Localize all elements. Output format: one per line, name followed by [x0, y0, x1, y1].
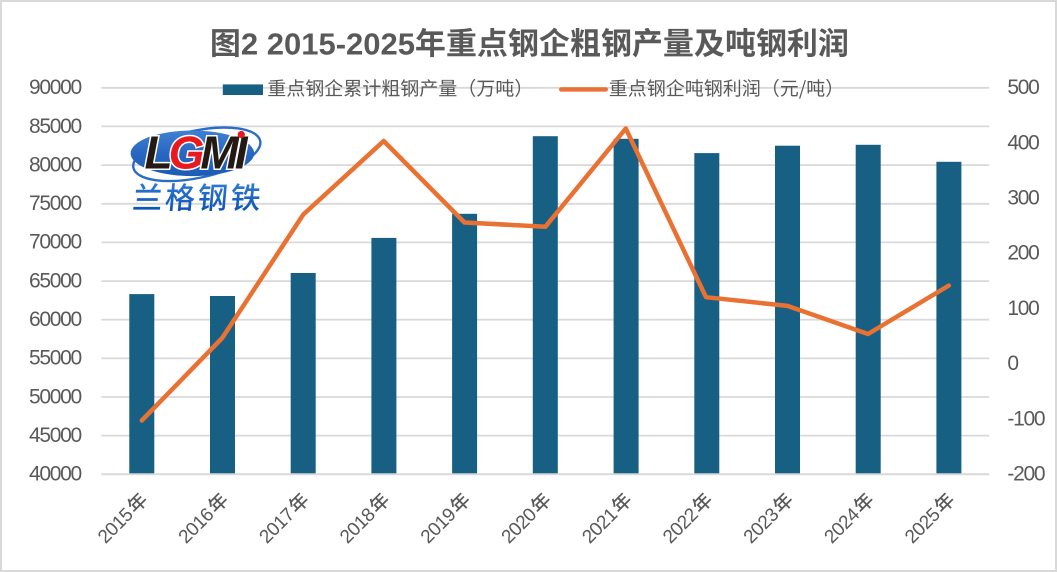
svg-text:LGMI: LGMI [145, 127, 249, 179]
svg-text:40000: 40000 [29, 463, 82, 486]
svg-text:65000: 65000 [29, 269, 82, 292]
svg-text:-200: -200 [1007, 463, 1044, 486]
svg-text:55000: 55000 [29, 347, 82, 370]
svg-text:-100: -100 [1007, 407, 1044, 430]
svg-text:100: 100 [1007, 297, 1039, 320]
svg-text:0: 0 [1007, 352, 1018, 375]
svg-text:60000: 60000 [29, 308, 82, 331]
svg-text:85000: 85000 [29, 115, 82, 138]
svg-text:2 2015-2025: 2 2015-2025 [241, 26, 415, 61]
svg-text:50000: 50000 [29, 385, 82, 408]
svg-text:75000: 75000 [29, 192, 82, 215]
svg-text:90000: 90000 [29, 76, 82, 99]
svg-text:200: 200 [1007, 242, 1039, 265]
svg-text:400: 400 [1007, 131, 1039, 154]
svg-text:80000: 80000 [29, 153, 82, 176]
svg-text:500: 500 [1007, 76, 1039, 99]
svg-text:45000: 45000 [29, 424, 82, 447]
svg-text:300: 300 [1007, 187, 1039, 210]
svg-text:70000: 70000 [29, 231, 82, 254]
